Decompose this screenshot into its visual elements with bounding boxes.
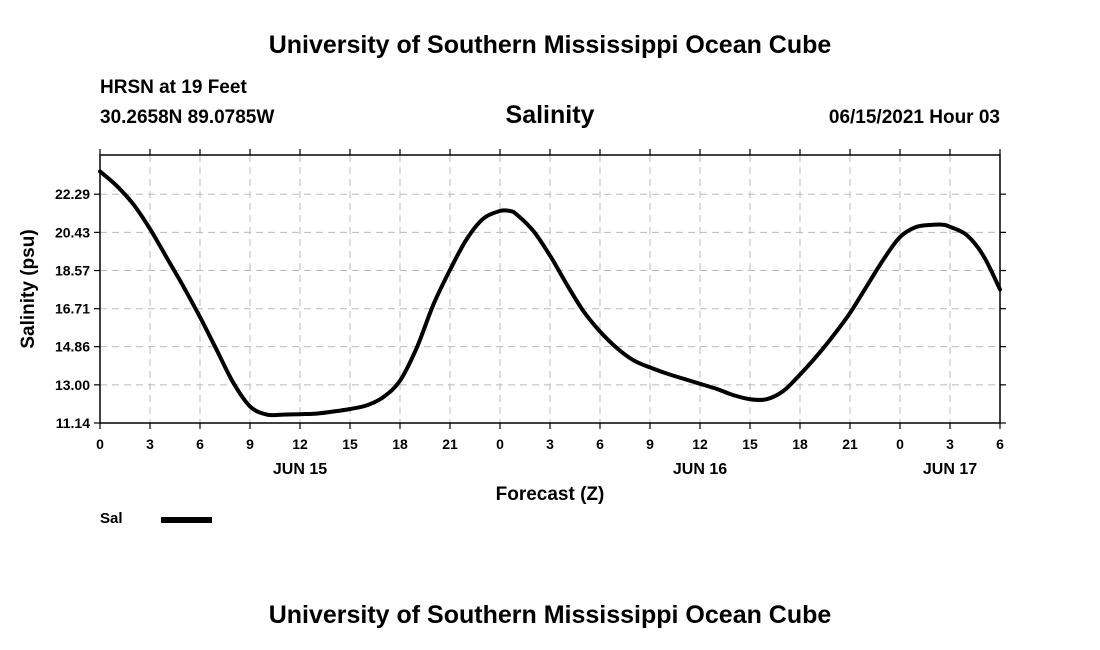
x-tick-label: 15 — [342, 436, 358, 452]
x-tick-label: 18 — [792, 436, 808, 452]
day-label: JUN 15 — [273, 461, 327, 478]
day-label: JUN 16 — [673, 461, 727, 478]
x-tick-label: 3 — [946, 436, 954, 452]
x-tick-label: 3 — [146, 436, 154, 452]
day-labels: JUN 15 JUN 16 JUN 17 — [273, 461, 977, 478]
station-label: HRSN at 19 Feet — [100, 77, 247, 98]
plot-frame — [99, 154, 1001, 424]
x-axis-label: Forecast (Z) — [496, 484, 605, 505]
x-tick-label: 9 — [646, 436, 654, 452]
x-tick-label: 12 — [292, 436, 308, 452]
y-tick-label: 20.43 — [55, 224, 90, 240]
day-label: JUN 17 — [923, 461, 977, 478]
x-tick-label: 15 — [742, 436, 758, 452]
x-tick-label: 9 — [246, 436, 254, 452]
x-tick-label: 21 — [442, 436, 458, 452]
y-tick-label: 18.57 — [55, 263, 90, 279]
timestamp-label: 06/15/2021 Hour 03 — [828, 107, 1000, 128]
legend-label-sal: Sal — [100, 510, 123, 527]
y-axis-label: Salinity (psu) — [18, 229, 39, 348]
x-tick-label: 18 — [392, 436, 408, 452]
y-tick-label: 16.71 — [55, 301, 90, 317]
legend-swatch-sal — [161, 517, 212, 523]
grid-lines — [100, 155, 1000, 423]
x-tick-label: 6 — [596, 436, 604, 452]
coordinates-label: 30.2658N 89.0785W — [100, 107, 275, 128]
x-tick-label: 0 — [896, 436, 904, 452]
x-tick-label: 0 — [496, 436, 504, 452]
y-tick-label: 13.00 — [55, 377, 90, 393]
x-tick-label: 6 — [996, 436, 1004, 452]
y-tick-label: 22.29 — [55, 186, 90, 202]
page-title-bottom: University of Southern Mississippi Ocean… — [268, 601, 832, 629]
y-tick-label: 11.14 — [56, 415, 90, 431]
y-axis-ticks: 11.14 13.00 14.86 16.71 18.57 20.43 22.29 — [55, 186, 1006, 431]
x-tick-label: 3 — [546, 436, 554, 452]
x-axis-ticks: 0 3 6 9 12 15 18 21 0 3 6 9 12 15 18 21 0 3 6 — [96, 149, 1004, 452]
y-tick-label: 14.86 — [55, 339, 90, 355]
chart-title: Salinity — [505, 101, 595, 129]
x-tick-label: 0 — [96, 436, 104, 452]
page-title-top: University of Southern Mississippi Ocean… — [268, 31, 832, 59]
x-tick-label: 12 — [692, 436, 708, 452]
x-tick-label: 6 — [196, 436, 204, 452]
x-tick-label: 21 — [842, 436, 858, 452]
series-line-sal — [98, 169, 1002, 418]
